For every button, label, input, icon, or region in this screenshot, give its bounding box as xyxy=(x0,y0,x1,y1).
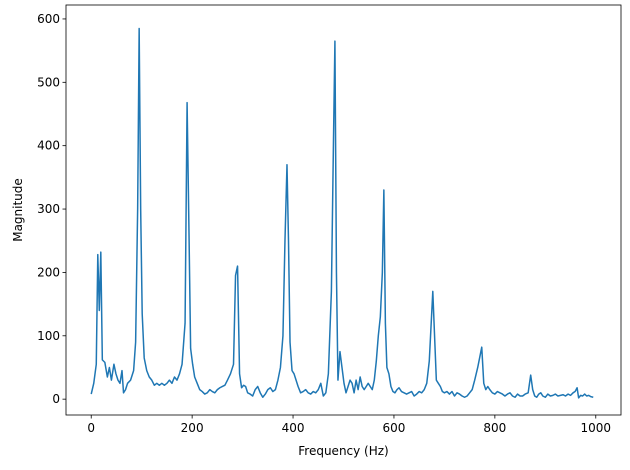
y-tick-label: 500 xyxy=(37,75,60,89)
data-line xyxy=(90,27,594,399)
x-tick-label: 800 xyxy=(483,421,506,435)
x-tick-label: 400 xyxy=(282,421,305,435)
axes-frame xyxy=(65,4,622,416)
y-tick-label: 600 xyxy=(37,12,60,26)
x-tick-label: 1000 xyxy=(580,421,611,435)
x-tick-label: 600 xyxy=(383,421,406,435)
y-tick-label: 0 xyxy=(52,392,60,406)
y-tick-label: 200 xyxy=(37,265,60,279)
y-axis-label: Magnitude xyxy=(11,178,25,242)
x-axis-label: Frequency (Hz) xyxy=(298,444,389,458)
y-tick-label: 100 xyxy=(37,329,60,343)
x-tick-label: 200 xyxy=(181,421,204,435)
x-tick-label: 0 xyxy=(87,421,95,435)
y-tick-label: 300 xyxy=(37,202,60,216)
y-tick-label: 400 xyxy=(37,139,60,153)
